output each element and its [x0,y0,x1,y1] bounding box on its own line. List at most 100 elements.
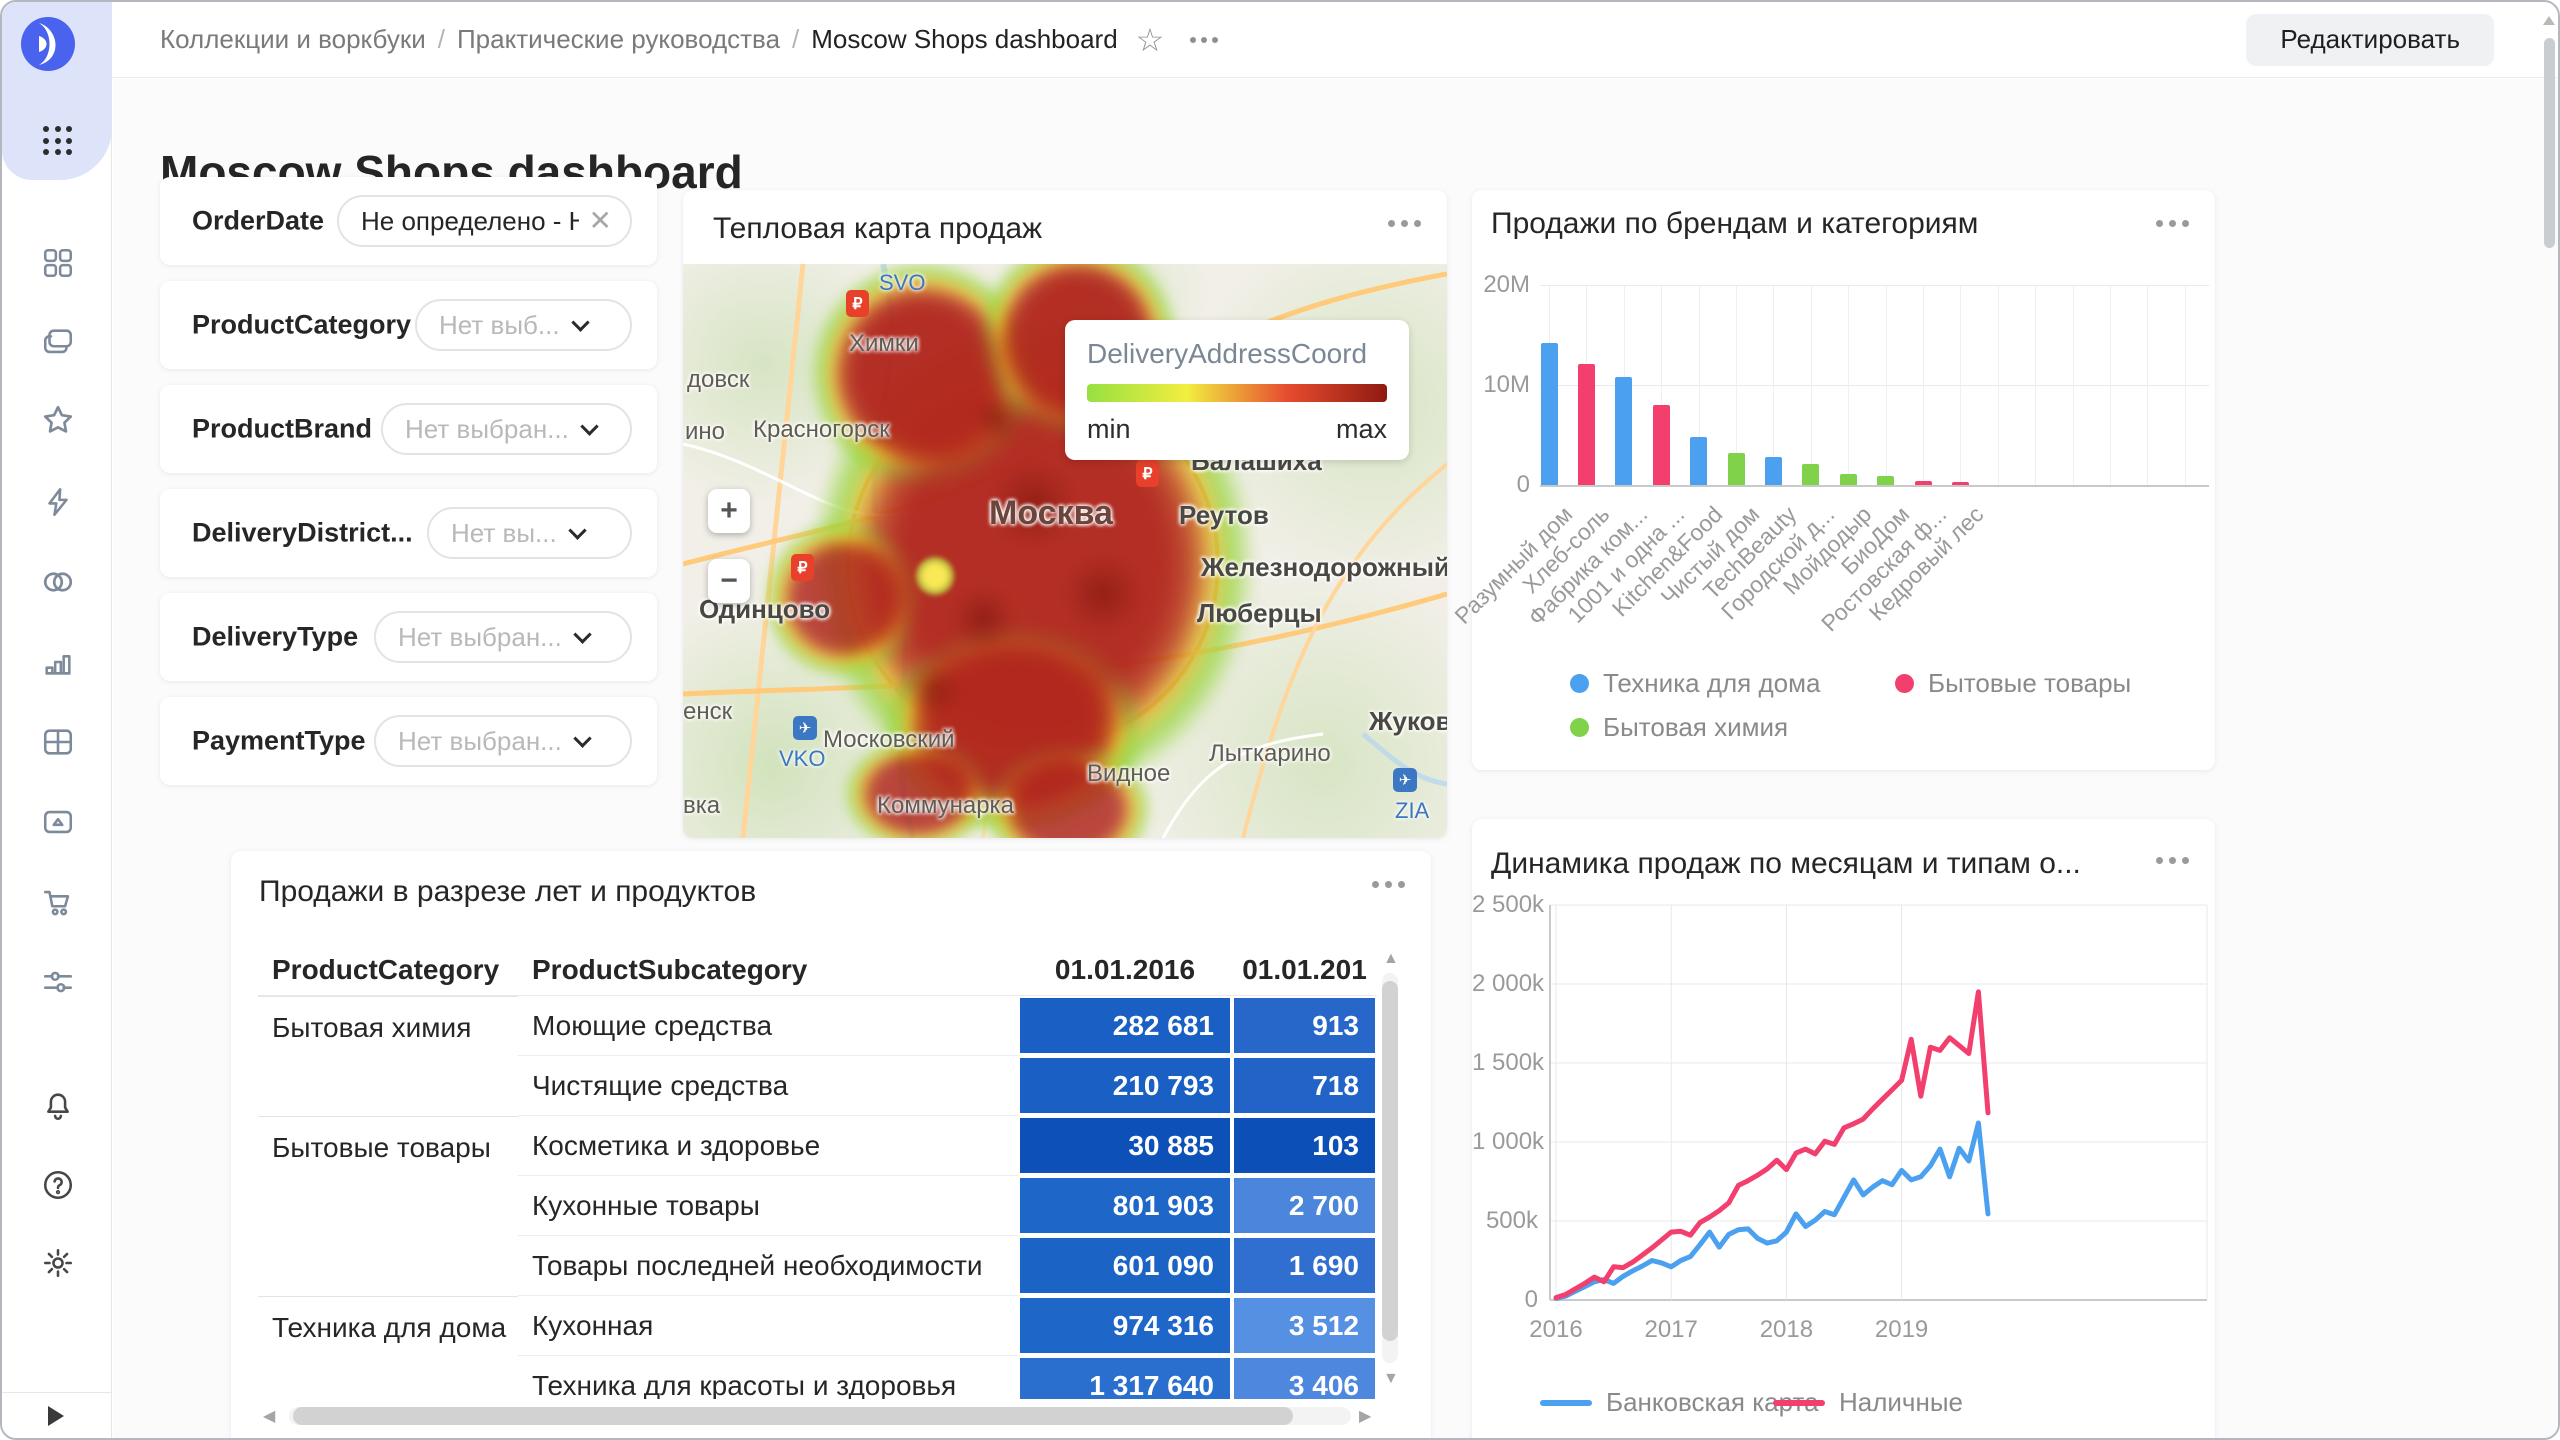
bar-chart-menu-icon[interactable] [2156,220,2189,227]
workbooks-icon[interactable] [39,244,77,282]
line-legend-item[interactable]: Наличные [1773,1387,1963,1418]
page-scroll-up-icon[interactable] [2543,16,2555,25]
storage-folder-icon[interactable] [39,803,77,841]
filter-select-DeliveryDistrict[interactable]: Нет вы... [427,507,632,559]
y-axis-tick: 1 000k [1472,1128,1545,1155]
table-scroll-left-icon[interactable]: ◀ [263,1408,276,1425]
y-axis-tick: 10M [1483,371,1530,398]
table-scroll-down-icon[interactable]: ▼ [1383,1370,1399,1387]
chevron-down-icon [573,728,592,748]
table-scroll-right-icon[interactable]: ▶ [1359,1408,1372,1425]
collections-icon[interactable] [39,323,77,361]
bar-БиоДом[interactable] [1877,475,1895,485]
marketplace-cart-icon[interactable] [39,883,77,921]
bar-legend-item[interactable]: Техника для дома [1570,668,1820,699]
page-scroll-thumb[interactable] [2544,38,2555,248]
map-label: Химки [849,330,919,357]
heatmap-menu-icon[interactable] [1388,220,1421,227]
table-row: Техника для красоты и здоровья 1 317 640 3… [258,1356,1377,1399]
quick-actions-icon[interactable] [39,483,77,521]
table-column-header[interactable]: ProductSubcategory [518,944,1018,996]
tables-icon[interactable] [39,723,77,761]
connections-icon[interactable] [39,563,77,601]
bar-1001 и одна ...[interactable] [1652,405,1670,485]
table-row: Товары последней необходимости 601 090 1 6… [258,1236,1377,1296]
filter-select-ProductBrand[interactable]: Нет выбран... [381,403,632,455]
table-scroll-up-icon[interactable]: ▲ [1383,950,1399,967]
clear-filter-icon[interactable]: ✕ [588,205,612,236]
bar-Городской д...[interactable] [1802,464,1820,485]
bar-Хлеб-соль[interactable] [1577,364,1595,485]
cell-value: 1 690 [1232,1236,1377,1296]
breadcrumb-guides[interactable]: Практические руководства [456,24,781,54]
breadcrumb-collections[interactable]: Коллекции и воркбуки [160,24,426,54]
datalens-logo-icon[interactable] [19,15,77,73]
heatmap-map[interactable]: SVO Химки довск ино Красногорск Балашиха Москв… [683,264,1447,838]
line-chart-menu-icon[interactable] [2156,857,2189,864]
bar-Чистый дом[interactable] [1727,453,1745,485]
filter-select-PaymentType[interactable]: Нет выбран... [374,715,632,767]
bar-chart-plot: 0 10M 20M Разумный дом Хлеб-соль Фабрика ком.… [1449,190,2215,770]
y-axis-tick: 1 500k [1472,1049,1545,1076]
y-axis-tick: 0 [1516,471,1530,498]
table-row: Бытовые товары Косметика и здоровье 30 885… [258,1116,1377,1176]
charts-icon[interactable] [39,643,77,681]
x-axis-line [1540,485,2209,487]
filter-label: ProductCategory [192,309,412,340]
edit-button[interactable]: Редактировать [2246,13,2494,66]
bar-Разумный дом[interactable] [1540,343,1558,485]
map-label: SVO [879,270,926,295]
bar-TechBeauty[interactable] [1764,457,1782,485]
y-axis-tick: 20M [1483,271,1530,298]
apps-grid-icon[interactable] [39,122,77,160]
line-series-Банковская карта [1553,1120,1991,1301]
bar-Фабрика ком...[interactable] [1615,377,1633,485]
legend-dot-icon [1570,674,1589,693]
bar-Kitchen&Food[interactable] [1690,437,1708,485]
map-zoom-in-button[interactable]: + [708,489,750,533]
map-label: Люберцы [1197,598,1322,628]
map-label: Видное [1087,760,1171,787]
page-scrollbar[interactable] [2543,16,2555,1428]
filter-select-ProductCategory[interactable]: Нет выб... [415,299,632,351]
favorite-star-icon[interactable]: ☆ [1135,21,1165,58]
gridline [1997,285,1999,485]
gridline [1960,285,1962,485]
filter-select-DeliveryType[interactable]: Нет выбран... [374,611,632,663]
help-icon[interactable] [39,1166,77,1204]
bar-legend-item[interactable]: Бытовые товары [1895,668,2131,699]
legend-label: Техника для дома [1603,668,1821,698]
table-menu-icon[interactable] [1372,881,1405,888]
gridline [1661,285,1663,485]
table-vertical-scrollbar[interactable] [1382,973,1398,1363]
table-column-header[interactable]: 01.01.2016 [1018,944,1232,996]
bar-Ростовская ф...[interactable] [1914,480,1932,485]
bar-Кедровый лес[interactable] [1951,482,1969,485]
breadcrumb-menu-icon[interactable] [1190,36,1219,43]
favorites-star-icon[interactable] [39,401,77,439]
cell-subcategory: Техника для красоты и здоровья [518,1356,1018,1400]
y-axis-tick: 500k [1485,1207,1538,1234]
table-column-header[interactable]: 01.01.201 [1232,944,1377,996]
map-zoom-out-button[interactable]: − [708,559,750,603]
cell-value: 3 512 [1232,1296,1377,1356]
gridline [1540,385,2209,386]
heatmap-gradient-bar [1087,384,1387,402]
expand-panel-icon[interactable] [48,1405,64,1426]
airport-icon: ✈ [793,716,817,740]
map-label: Коммунарка [877,792,1014,819]
bar-Мойдодыр[interactable] [1839,473,1857,485]
filter-select-OrderDate[interactable]: Не определено - Н ✕ [337,195,632,247]
bar-chart-card: Продажи по брендам и категориям 0 10M 20M Р… [1449,190,2215,770]
heatmap-legend-field: DeliveryAddressCoord [1087,338,1368,369]
gridline [2147,285,2149,485]
settings-gear-icon[interactable] [39,1244,77,1282]
x-axis-tick: 2017 [1644,1316,1698,1343]
bar-legend-item[interactable]: Бытовая химия [1570,712,1788,743]
table-column-header[interactable]: ProductCategory [258,944,518,996]
notifications-bell-icon[interactable] [39,1087,77,1125]
table-horizontal-scrollbar[interactable] [289,1407,1351,1425]
cell-value: 1 317 640 [1018,1356,1232,1399]
filter-select-value: Нет выбран... [398,621,562,652]
services-sliders-icon[interactable] [39,963,77,1001]
